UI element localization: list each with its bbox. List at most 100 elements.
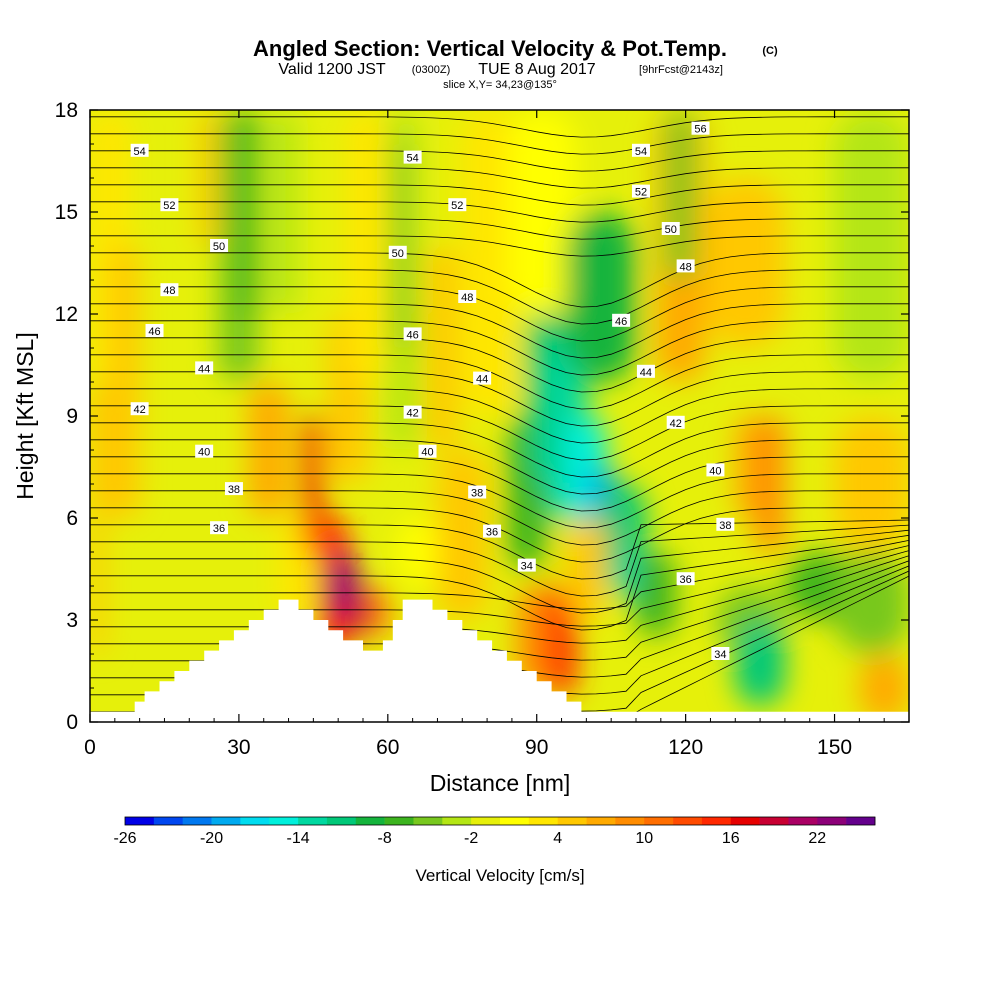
velocity-cell: [735, 620, 785, 705]
contour-label: 48: [458, 290, 477, 304]
colorbar-swatch: [615, 817, 645, 825]
colorbar-swatch: [182, 817, 212, 825]
title-unit: (C): [762, 45, 778, 57]
velocity-cell: [546, 586, 577, 695]
contour-label-text: 38: [719, 520, 731, 532]
colorbar-swatch: [701, 817, 732, 825]
colorbar-tick-label: -26: [113, 830, 136, 847]
contour-label: 48: [160, 283, 179, 297]
contour-label-bg: [224, 482, 243, 496]
velocity-cell: [248, 382, 289, 518]
contour-label-text: 40: [709, 465, 721, 477]
contour-label: 52: [631, 184, 650, 199]
colorbar-label: Vertical Velocity [cm/s]: [415, 866, 584, 885]
x-axis: 0 30 60 90 120 150: [84, 110, 885, 759]
contour-label: 50: [388, 245, 407, 260]
isentrope-line: [90, 235, 909, 257]
colorbar-ticks: -26 -20 -14 -8 -2 4 10 16 22: [113, 830, 826, 847]
isentrope-line: [90, 405, 909, 461]
colorbar-tick-label: 10: [635, 830, 653, 847]
velocity-cell: [268, 110, 299, 314]
contour-label: 40: [195, 444, 214, 459]
isentrope-line: [90, 133, 909, 155]
contour-label-bg: [636, 364, 655, 378]
colorbar-swatch: [269, 817, 299, 825]
contour-label-bg: [612, 313, 631, 327]
isentrope-line: [90, 116, 909, 138]
colorbar-tick-label: -2: [464, 830, 478, 847]
contour-label-bg: [468, 485, 487, 499]
contour-labels: 56 54 54 54 52 52 52 50 50 50 48 48 48 46 46 46 44 44 44 42…: [130, 121, 735, 661]
colorbar-swatch: [355, 817, 385, 825]
chart-title: Angled Section: Vertical Velocity & Pot.…: [253, 36, 727, 61]
isentrope-line: [90, 303, 909, 359]
colorbar-tick-label: 16: [722, 830, 740, 847]
contour-label-bg: [160, 198, 179, 212]
colorbar-swatch: [817, 817, 847, 825]
colorbar-swatch: [240, 817, 270, 825]
velocity-cell: [834, 416, 909, 552]
velocity-cell: [859, 654, 909, 722]
y-tick-label: 12: [55, 303, 78, 326]
contour-label: 42: [666, 415, 685, 430]
velocity-cell: [755, 416, 785, 552]
colorbar-swatch: [298, 817, 328, 825]
contour-label: 36: [483, 524, 502, 539]
y-tick-label: 15: [55, 201, 78, 224]
contour-label-bg: [195, 361, 214, 375]
contour-label-text: 34: [714, 649, 726, 661]
colorbar-swatch: [413, 817, 443, 825]
contour-label-bg: [631, 143, 650, 157]
y-tick-label: 6: [66, 507, 78, 530]
contour-label-bg: [661, 222, 680, 235]
isentrope-line: [90, 201, 909, 223]
velocity-cell: [397, 518, 438, 586]
contour-label-bg: [473, 371, 492, 385]
contour-label-text: 36: [213, 523, 225, 535]
contour-label-text: 54: [635, 146, 647, 158]
isentrope-line: [90, 167, 909, 189]
colorbar-swatch: [442, 817, 472, 825]
velocity-cell: [834, 110, 909, 382]
contour-label-text: 40: [421, 447, 433, 459]
contour-label: 36: [210, 521, 229, 535]
contour-label: 46: [145, 324, 164, 338]
colorbar-swatch: [471, 817, 501, 825]
contour-label-text: 48: [680, 261, 692, 273]
contour-label: 52: [448, 198, 467, 212]
colorbar-swatch: [557, 817, 587, 825]
contour-label-bg: [666, 415, 685, 429]
isentrope-line: [90, 252, 909, 308]
isentrope-line: [90, 371, 909, 427]
colorbar-tick-label: -8: [377, 830, 391, 847]
x-tick-label: 60: [376, 736, 399, 759]
contour-label-bg: [517, 558, 536, 572]
contour-label-text: 48: [461, 292, 473, 304]
contour-label-text: 34: [521, 561, 533, 573]
isentrope-line: [90, 439, 909, 495]
contour-label: 48: [676, 259, 695, 273]
isentrope-line: [90, 550, 909, 644]
contour-label-text: 50: [392, 248, 404, 260]
contour-label-text: 44: [476, 374, 488, 386]
contour-label: 34: [711, 647, 730, 661]
velocity-cell: [506, 110, 577, 314]
velocity-cell: [367, 586, 388, 637]
contour-label: 38: [224, 482, 243, 496]
velocity-cell: [834, 552, 909, 654]
y-tick-label: 18: [55, 99, 78, 122]
contour-label-text: 54: [134, 146, 146, 158]
colorbar-swatch: [211, 817, 241, 825]
contour-label: 56: [691, 121, 710, 136]
contour-label: 46: [403, 327, 422, 341]
contour-label: 40: [706, 463, 725, 477]
contour-label-bg: [403, 150, 422, 164]
contour-label-text: 38: [228, 484, 240, 496]
colorbar-swatch: [673, 817, 703, 825]
colorbar-tick-label: -14: [287, 830, 310, 847]
velocity-cell: [199, 110, 220, 246]
colorbar-swatch: [125, 817, 155, 825]
colorbar-tick-label: -20: [200, 830, 223, 847]
contour-label-bg: [631, 184, 650, 198]
